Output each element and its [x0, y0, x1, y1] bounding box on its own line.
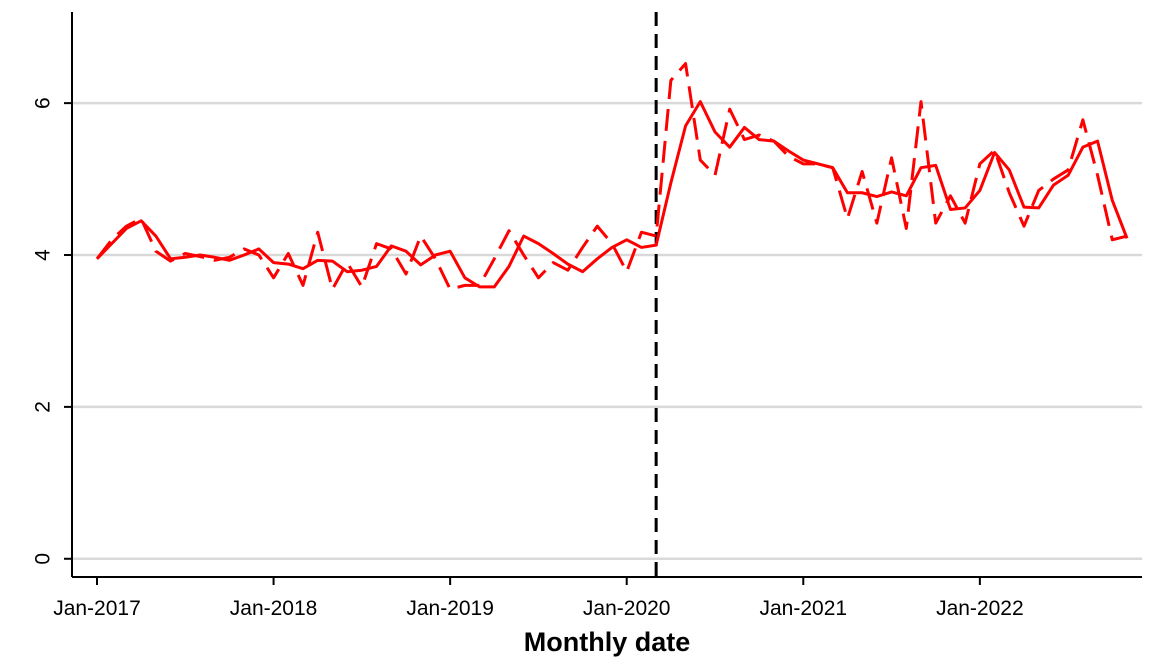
x-axis-label: Monthly date: [524, 627, 691, 657]
series-line: [95, 62, 1128, 291]
x-tick-label: Jan-2020: [583, 597, 671, 620]
y-tick-label: 4: [32, 249, 55, 261]
y-tick-label: 6: [32, 97, 55, 109]
x-tick-label: Jan-2019: [406, 597, 494, 620]
series-line: [95, 100, 1129, 289]
y-tick-label: 0: [32, 553, 55, 565]
x-tick-label: Jan-2021: [759, 597, 847, 620]
x-tick-label: Jan-2017: [53, 597, 141, 620]
x-tick-label: Jan-2022: [936, 597, 1024, 620]
y-tick-label: 2: [32, 401, 55, 413]
x-tick-label: Jan-2018: [230, 597, 318, 620]
